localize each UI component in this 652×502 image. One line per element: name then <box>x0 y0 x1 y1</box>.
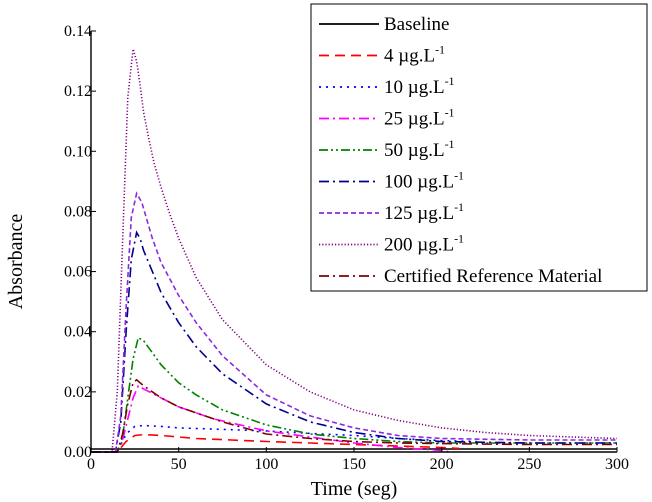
series-line-5 <box>91 230 617 453</box>
x-tick-label: 0 <box>87 456 95 473</box>
series-line-8 <box>91 378 617 453</box>
x-tick-label: 150 <box>342 456 366 473</box>
series-line-2 <box>91 424 477 453</box>
y-tick-label: 0.00 <box>64 444 92 461</box>
legend-label-text: Baseline <box>384 14 449 35</box>
legend-label-0: Baseline <box>384 14 449 35</box>
ticks: 0 50 100 150 200 250 300 0.00 0.02 0.04 0.06 0.08 0.… <box>64 23 629 473</box>
x-tick-label: 300 <box>605 456 629 473</box>
x-tick-label: 200 <box>430 456 454 473</box>
legend-box <box>310 3 648 292</box>
x-tick-label: 250 <box>517 456 541 473</box>
legend-label-5: 100 µg.L-1 <box>384 169 464 193</box>
legend-label-superscript: -1 <box>445 106 455 120</box>
y-tick-label: 0.08 <box>64 203 92 220</box>
legend-label-superscript: -1 <box>435 43 445 57</box>
legend-label-text: 100 µg.L <box>384 172 454 193</box>
y-tick-label: 0.06 <box>64 264 92 281</box>
y-tick-label: 0.04 <box>64 324 92 341</box>
y-tick-label: 0.02 <box>64 384 92 401</box>
x-tick-label: 50 <box>171 456 187 473</box>
legend-label-text: 200 µg.L <box>384 235 454 256</box>
legend-label-text: Certified Reference Material <box>384 266 602 287</box>
y-axis-label: Absorbance <box>5 214 27 310</box>
legend-label-text: 125 µg.L <box>384 203 454 224</box>
legend-label-superscript: -1 <box>454 200 464 214</box>
series-line-7 <box>91 48 618 453</box>
legend-label-text: 50 µg.L <box>384 140 445 161</box>
series-line-1 <box>91 433 460 453</box>
legend-label-superscript: -1 <box>445 137 455 151</box>
series-line-4 <box>91 336 617 453</box>
legend-label-superscript: -1 <box>454 232 464 246</box>
legend-label-8: Certified Reference Material <box>384 266 602 287</box>
series-line-3 <box>91 384 451 453</box>
legend-label-1: 4 µg.L-1 <box>384 43 445 67</box>
legend-label-3: 25 µg.L-1 <box>384 106 455 130</box>
legend-label-4: 50 µg.L-1 <box>384 137 455 161</box>
legend-label-text: 4 µg.L <box>384 46 435 67</box>
legend-label-6: 125 µg.L-1 <box>384 200 464 224</box>
y-tick-label: 0.10 <box>64 143 92 160</box>
series-line-6 <box>91 191 617 453</box>
legend-label-2: 10 µg.L-1 <box>384 74 455 98</box>
legend-label-superscript: -1 <box>454 169 464 183</box>
y-tick-label: 0.12 <box>64 83 92 100</box>
y-tick-label: 0.14 <box>64 23 92 40</box>
x-tick-label: 100 <box>254 456 278 473</box>
legend-label-text: 10 µg.L <box>384 77 445 98</box>
x-axis-label: Time (seg) <box>311 478 397 500</box>
legend-label-text: 25 µg.L <box>384 109 445 130</box>
legend-label-superscript: -1 <box>445 74 455 88</box>
legend-label-7: 200 µg.L-1 <box>384 232 464 256</box>
